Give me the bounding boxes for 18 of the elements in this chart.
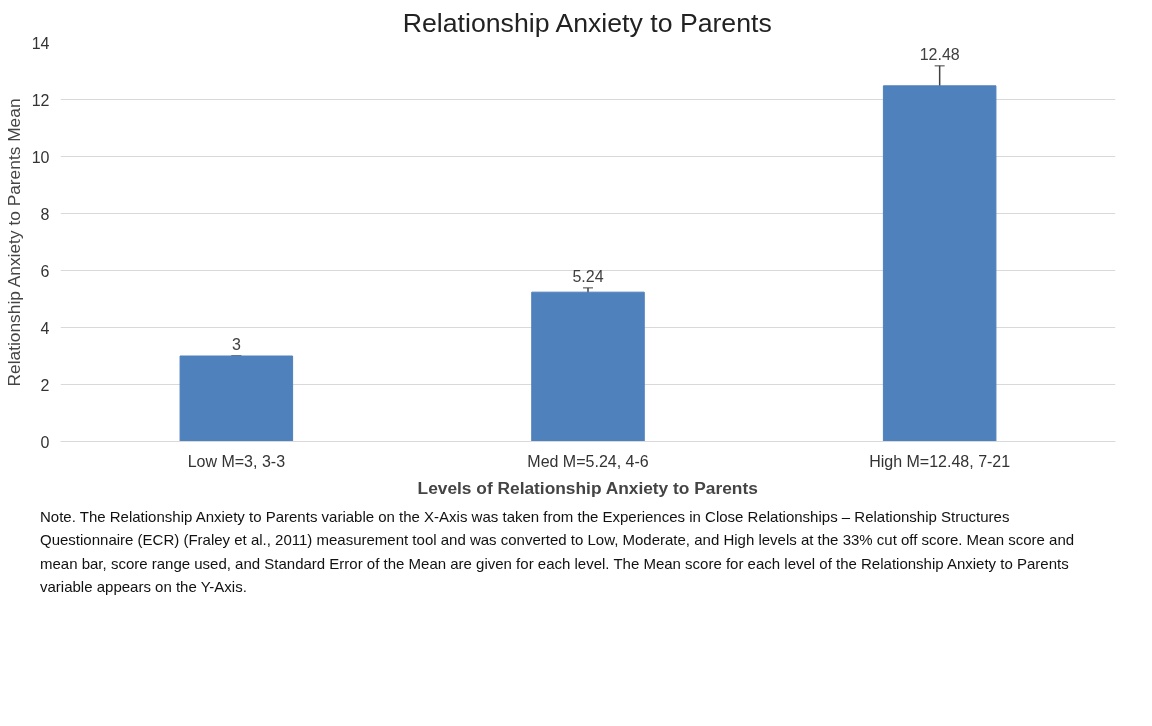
y-tick-label: 8 — [40, 205, 50, 223]
y-tick-label: 2 — [40, 376, 50, 394]
x-tick-label: Low M=3, 3-3 — [187, 452, 286, 470]
y-tick-label: 14 — [31, 34, 50, 52]
x-axis-title: Levels of Relationship Anxiety to Parents — [417, 477, 758, 498]
data-label: 5.24 — [572, 267, 604, 285]
y-tick-label: 6 — [40, 262, 50, 280]
data-label: 12.48 — [919, 45, 960, 63]
y-tick-label: 4 — [40, 319, 50, 337]
data-label: 3 — [231, 336, 241, 353]
y-tick-label: 0 — [40, 433, 50, 451]
y-tick-label: 10 — [31, 148, 50, 166]
text: Note. The Relationship Anxiety to Parents variable on the X-Axis was taken from the Experiences in Close Relationships – Relationship Structures Questionnaire (ECR) (Fraley et al., 2011) measurement tool and was converted to Low, Moderate, and High levels at the 33% cut off score. Mean score and mean bar, score range used, and Standard Error of the Mean are given for each level. The Mean score for each level of the Relationship Anxiety to Parents variable appears on the Y-Axis. — [40, 507, 1076, 597]
y-axis-title: Relationship Anxiety to Parents Mean — [3, 98, 24, 387]
x-tick-label: High M=12.48, 7-21 — [869, 452, 1011, 470]
chart-title: Relationship Anxiety to Parents — [402, 7, 772, 38]
y-tick-label: 12 — [31, 91, 50, 109]
x-tick-label: Med M=5.24, 4-6 — [527, 452, 649, 470]
